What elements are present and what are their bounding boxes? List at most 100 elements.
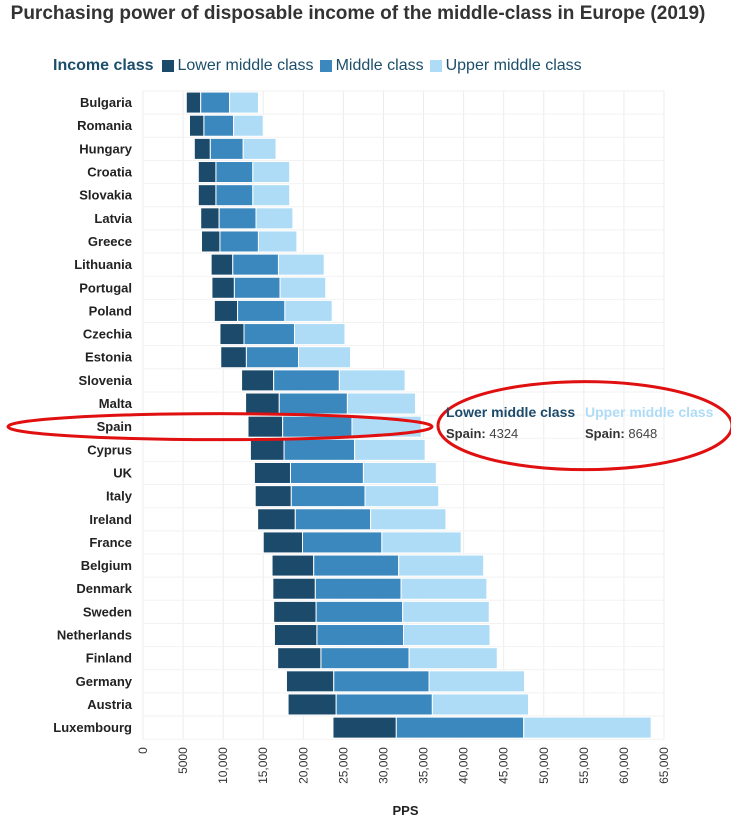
bar-poland-middle-class[interactable] [237,299,286,322]
x-tick-label: 15,000 [256,747,270,784]
bar-greece-middle-class[interactable] [219,230,259,253]
bar-luxembourg-upper-middle-class[interactable] [523,716,652,739]
bar-luxembourg-lower-middle-class[interactable] [332,716,397,739]
bar-estonia-middle-class[interactable] [245,346,299,369]
bar-italy-middle-class[interactable] [290,485,366,508]
bar-denmark-middle-class[interactable] [314,577,402,600]
bar-czechia-lower-middle-class[interactable] [219,323,245,346]
bar-germany-upper-middle-class[interactable] [428,670,526,693]
bar-france-middle-class[interactable] [302,531,383,554]
bar-greece-upper-middle-class[interactable] [257,230,298,253]
bar-hungary-middle-class[interactable] [209,137,244,160]
bar-latvia-upper-middle-class[interactable] [255,207,294,230]
bar-sweden-middle-class[interactable] [315,600,404,623]
bar-ireland-lower-middle-class[interactable] [257,508,296,531]
category-label-sweden: Sweden [83,604,132,619]
x-tick-label: 5000 [176,747,190,774]
bar-estonia-upper-middle-class[interactable] [297,346,352,369]
x-axis-title: PPS [392,803,418,818]
tooltip-upper-value: Spain: 8648 [585,426,657,441]
bar-latvia-middle-class[interactable] [218,207,257,230]
bar-belgium-middle-class[interactable] [313,554,400,577]
legend-label-middle: Middle class [335,57,424,74]
bar-poland-upper-middle-class[interactable] [284,299,333,322]
bar-netherlands-lower-middle-class[interactable] [273,624,318,647]
bar-malta-upper-middle-class[interactable] [346,392,417,415]
bar-cyprus-upper-middle-class[interactable] [354,438,426,461]
bar-malta-middle-class[interactable] [278,392,348,415]
bar-uk-upper-middle-class[interactable] [362,461,437,484]
bar-sweden-lower-middle-class[interactable] [273,600,317,623]
bar-ireland-middle-class[interactable] [294,508,372,531]
x-tick-label: 25,000 [336,747,350,784]
tooltip-upper-number: 8648 [628,426,658,441]
bar-portugal-middle-class[interactable] [233,276,281,299]
bar-cyprus-lower-middle-class[interactable] [249,438,285,461]
bar-finland-middle-class[interactable] [320,647,410,670]
bar-uk-middle-class[interactable] [289,461,364,484]
bar-france-lower-middle-class[interactable] [262,531,304,554]
bar-croatia-lower-middle-class[interactable] [197,161,217,184]
bar-ireland-upper-middle-class[interactable] [370,508,447,531]
bar-croatia-middle-class[interactable] [215,161,254,184]
bar-greece-lower-middle-class[interactable] [201,230,221,253]
bar-denmark-lower-middle-class[interactable] [272,577,316,600]
bar-romania-middle-class[interactable] [203,114,235,137]
bar-italy-upper-middle-class[interactable] [364,485,440,508]
bar-poland-lower-middle-class[interactable] [213,299,239,322]
bar-hungary-upper-middle-class[interactable] [242,137,277,160]
bar-netherlands-middle-class[interactable] [316,624,404,647]
bar-slovakia-upper-middle-class[interactable] [252,184,291,207]
bar-croatia-upper-middle-class[interactable] [252,161,291,184]
legend-swatch-lower-middle [161,60,174,72]
legend-item-upper-middle[interactable]: Upper middle class [429,57,582,75]
bar-austria-upper-middle-class[interactable] [431,693,530,716]
bar-slovenia-upper-middle-class[interactable] [338,369,406,392]
bar-czechia-middle-class[interactable] [243,323,295,346]
bar-bulgaria-middle-class[interactable] [200,91,231,114]
bar-finland-upper-middle-class[interactable] [408,647,498,670]
bar-estonia-lower-middle-class[interactable] [220,346,247,369]
bar-slovenia-middle-class[interactable] [273,369,340,392]
bar-romania-upper-middle-class[interactable] [233,114,264,137]
tooltip-lower-country: Spain: [446,426,486,441]
bar-lithuania-middle-class[interactable] [232,253,279,276]
bar-uk-lower-middle-class[interactable] [253,461,291,484]
bar-hungary-lower-middle-class[interactable] [193,137,211,160]
bar-spain-lower-middle-class[interactable] [247,415,284,438]
bar-germany-middle-class[interactable] [333,670,430,693]
bar-denmark-upper-middle-class[interactable] [400,577,488,600]
bar-germany-lower-middle-class[interactable] [285,670,335,693]
bar-portugal-lower-middle-class[interactable] [211,276,235,299]
bar-latvia-lower-middle-class[interactable] [200,207,220,230]
bar-romania-lower-middle-class[interactable] [188,114,205,137]
bar-netherlands-upper-middle-class[interactable] [403,624,491,647]
bar-austria-lower-middle-class[interactable] [287,693,337,716]
bar-belgium-upper-middle-class[interactable] [398,554,485,577]
legend-item-middle[interactable]: Middle class [319,57,424,75]
bar-sweden-upper-middle-class[interactable] [402,600,490,623]
x-tick-label: 50,000 [537,747,551,784]
bar-czechia-upper-middle-class[interactable] [293,323,346,346]
bar-lithuania-upper-middle-class[interactable] [277,253,325,276]
bar-austria-middle-class[interactable] [335,693,433,716]
bar-slovenia-lower-middle-class[interactable] [241,369,275,392]
bar-cyprus-middle-class[interactable] [283,438,356,461]
bar-bulgaria-upper-middle-class[interactable] [229,91,259,114]
bar-belgium-lower-middle-class[interactable] [271,554,315,577]
bar-malta-lower-middle-class[interactable] [245,392,280,415]
category-label-czechia: Czechia [83,327,133,342]
legend-item-lower-middle[interactable]: Lower middle class [161,57,314,75]
bar-lithuania-lower-middle-class[interactable] [210,253,234,276]
bar-portugal-upper-middle-class[interactable] [279,276,327,299]
bar-slovakia-lower-middle-class[interactable] [197,184,217,207]
bar-luxembourg-middle-class[interactable] [395,716,525,739]
bar-italy-lower-middle-class[interactable] [254,485,292,508]
bar-finland-lower-middle-class[interactable] [277,647,322,670]
bar-spain-middle-class[interactable] [282,415,353,438]
bar-france-upper-middle-class[interactable] [381,531,462,554]
legend-label-upper-middle: Upper middle class [445,57,582,74]
bar-bulgaria-lower-middle-class[interactable] [185,91,202,114]
category-label-netherlands: Netherlands [57,628,132,643]
bar-slovakia-middle-class[interactable] [215,184,254,207]
